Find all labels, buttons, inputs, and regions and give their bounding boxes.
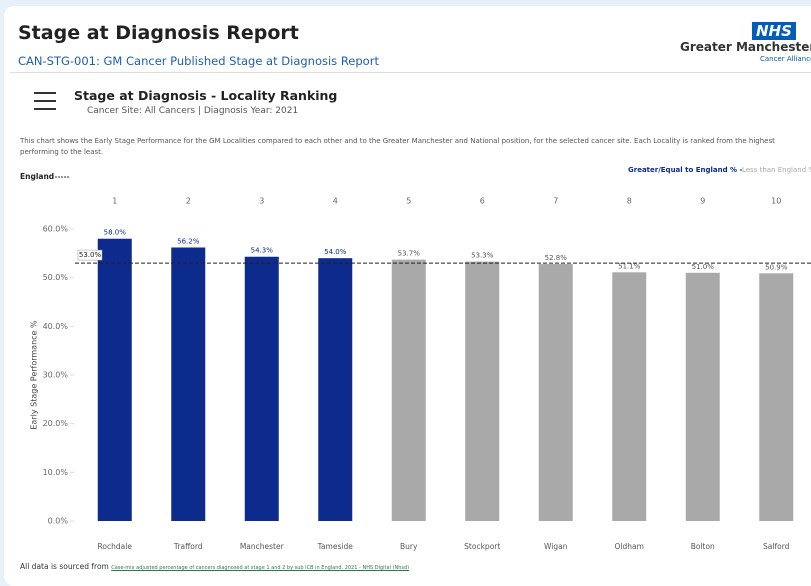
panel-description: This chart shows the Early Stage Perform… bbox=[20, 137, 775, 156]
bar bbox=[612, 272, 647, 521]
x-tick-label: Bolton bbox=[691, 542, 715, 551]
bar bbox=[171, 247, 206, 521]
value-label: 54.3% bbox=[251, 247, 274, 255]
y-tick-label: 20.0% bbox=[43, 419, 69, 428]
legend-label: Greater/Equal to England % - bbox=[628, 166, 742, 174]
rank-label: 6 bbox=[480, 197, 485, 206]
menu-icon[interactable] bbox=[34, 92, 56, 110]
bar bbox=[97, 238, 132, 521]
bar bbox=[465, 261, 500, 521]
rank-label: 5 bbox=[406, 197, 411, 206]
panel-filters: Cancer Site: All Cancers | Diagnosis Yea… bbox=[87, 106, 299, 116]
value-label: 53.3% bbox=[471, 252, 494, 260]
value-label: 52.8% bbox=[545, 254, 568, 262]
logo-name: Greater Manchester bbox=[680, 40, 811, 54]
x-tick-label: Stockport bbox=[464, 542, 500, 551]
rank-label: 9 bbox=[700, 197, 705, 206]
x-tick-label: Tameside bbox=[317, 542, 354, 551]
x-tick-label: Manchester bbox=[240, 542, 285, 551]
bar bbox=[538, 264, 573, 521]
x-tick-label: Rochdale bbox=[98, 542, 133, 551]
reference-label: 53.0% bbox=[79, 251, 102, 259]
y-tick-label: 0.0% bbox=[48, 517, 69, 526]
reference-label-box bbox=[77, 249, 103, 261]
x-tick-label: Salford bbox=[763, 542, 790, 551]
x-tick-label: Wigan bbox=[544, 542, 568, 551]
x-tick-label: Trafford bbox=[173, 542, 203, 551]
rank-label: 1 bbox=[112, 197, 117, 206]
source-link[interactable]: Case-mix adjusted percentage of cancers … bbox=[111, 565, 410, 571]
legend-label: Less than England % bbox=[742, 166, 811, 174]
report-subtitle: CAN-STG-001: GM Cancer Published Stage a… bbox=[18, 54, 379, 68]
logo-tagline: Cancer Alliance bbox=[760, 55, 811, 63]
bar bbox=[318, 258, 353, 521]
value-label: 56.2% bbox=[177, 237, 200, 245]
value-label: 50.9% bbox=[765, 263, 788, 271]
y-tick-label: 60.0% bbox=[43, 225, 69, 234]
value-label: 54.0% bbox=[324, 248, 347, 256]
x-tick-label: Bury bbox=[400, 542, 418, 551]
rank-label: 10 bbox=[771, 197, 781, 206]
bar bbox=[685, 272, 720, 521]
bar bbox=[391, 259, 426, 521]
report-title: Stage at Diagnosis Report bbox=[18, 22, 299, 44]
y-axis-label: Early Stage Performance % bbox=[30, 320, 39, 430]
rank-label: 3 bbox=[259, 197, 264, 206]
y-tick-label: 40.0% bbox=[43, 322, 69, 331]
y-tick-label: 30.0% bbox=[43, 371, 69, 380]
footer: All data is sourced from Case-mix adjust… bbox=[20, 562, 409, 571]
rank-label: 2 bbox=[186, 197, 191, 206]
rank-label: 8 bbox=[627, 197, 632, 206]
rank-label: 4 bbox=[333, 197, 338, 206]
bar bbox=[244, 256, 279, 521]
rank-label: 7 bbox=[553, 197, 558, 206]
panel-title: Stage at Diagnosis - Locality Ranking bbox=[74, 88, 338, 103]
footer-text: All data is sourced from bbox=[20, 562, 109, 571]
divider bbox=[10, 72, 811, 73]
legend-label: England bbox=[20, 172, 54, 181]
y-tick-label: 10.0% bbox=[43, 468, 69, 477]
nhs-logo: NHS bbox=[752, 22, 796, 40]
value-label: 53.7% bbox=[398, 250, 421, 258]
bar bbox=[759, 273, 794, 521]
y-tick-label: 50.0% bbox=[43, 273, 69, 282]
value-label: 51.1% bbox=[618, 262, 641, 270]
value-label: 58.0% bbox=[104, 229, 127, 237]
value-label: 51.0% bbox=[692, 263, 715, 271]
x-tick-label: Oldham bbox=[615, 542, 644, 551]
